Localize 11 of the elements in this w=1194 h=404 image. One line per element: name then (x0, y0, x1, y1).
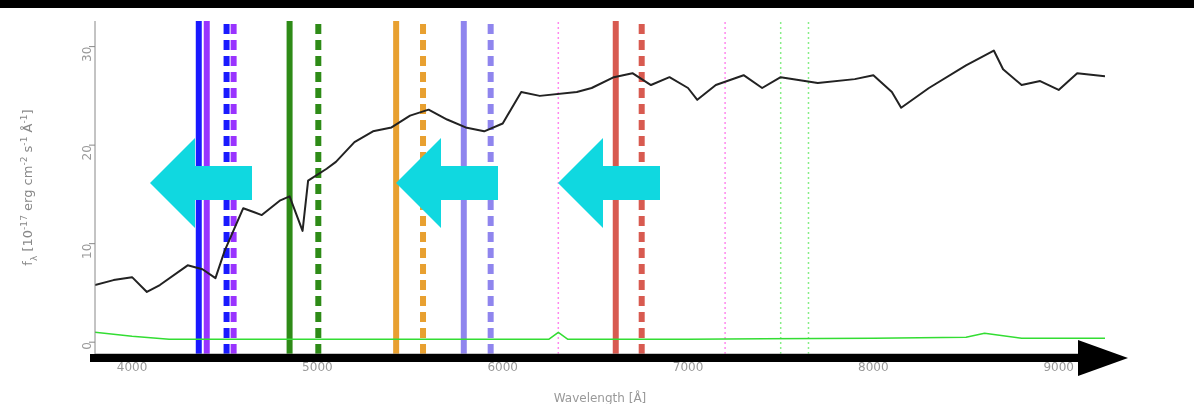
y-tick-label: 0 (80, 342, 95, 350)
y-tick-label: 30 (80, 46, 95, 62)
x-tick-label: 8000 (858, 359, 889, 374)
x-tick-label: 6000 (487, 359, 518, 374)
x-tick-label: 9000 (1043, 359, 1074, 374)
x-tick-label: 5000 (302, 359, 333, 374)
y-tick-label: 20 (80, 145, 95, 161)
y-tick-label: 10 (80, 243, 95, 259)
x-tick-label: 7000 (672, 359, 704, 374)
x-axis-title: Wavelength [Å] (553, 390, 647, 404)
x-tick-label: 4000 (116, 359, 148, 374)
